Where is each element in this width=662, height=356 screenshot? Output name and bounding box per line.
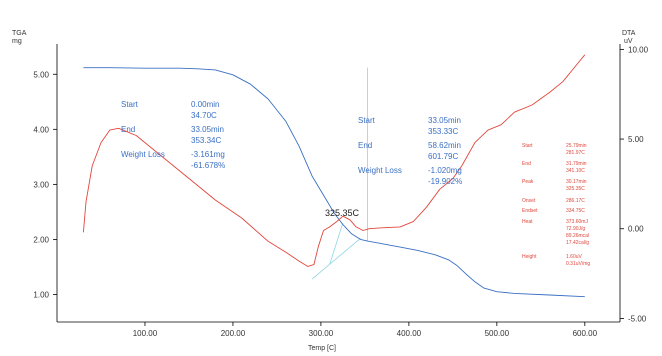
step1-start-label: Start	[121, 100, 139, 109]
dta-peak-temp: 325.35C	[566, 186, 585, 192]
dta-heat-calg: 17.42cal/g	[566, 240, 589, 246]
dta-heat-mj: 373.60mJ	[566, 219, 588, 225]
right-tick-label: -5.00	[628, 314, 647, 323]
dta-onset-label: Onset	[522, 198, 536, 204]
left-tick-label: 5.00	[33, 70, 49, 79]
dta-end-time: 31.79min	[566, 161, 587, 167]
step2-start-label: Start	[358, 116, 376, 125]
right-axis-title-line1: DTA	[622, 30, 636, 37]
left-axis-title-line1: TGA	[12, 30, 27, 37]
step2-loss-pct: -19.902%	[428, 177, 462, 186]
marker-line	[311, 238, 361, 280]
series-lines	[82, 54, 586, 298]
step2-end-time: 58.62min	[428, 141, 461, 150]
step1-loss-mg: -3.161mg	[191, 150, 225, 159]
axis-ticks: 100.00 200.00 300.00 400.00 500.00 600.00 1.00…	[33, 45, 648, 338]
left-tick-label: 1.00	[33, 290, 49, 299]
dta-height-uv: 1.60uV	[566, 254, 583, 260]
right-axis-title-line2: uV	[624, 38, 633, 45]
plot-frame	[56, 44, 621, 323]
marker-lines	[311, 67, 368, 280]
x-tick-label: 500.00	[485, 329, 510, 338]
step2-loss-label: Weight Loss	[358, 166, 402, 175]
right-tick-label: 5.00	[628, 135, 644, 144]
dta-peak-time: 30.17min	[566, 179, 587, 185]
step1-end-temp: 353.34C	[191, 136, 221, 145]
x-tick-label: 300.00	[309, 329, 334, 338]
dta-heat-mcal: 89.26mcal	[566, 233, 589, 239]
dta-start-label: Start	[522, 143, 533, 149]
dta-signal-line	[82, 54, 586, 267]
dta-heat-label: Heat	[522, 219, 533, 225]
dta-end-temp: 341.10C	[566, 168, 585, 174]
dta-end-label: End	[522, 161, 531, 167]
step1-start-temp: 34.70C	[191, 111, 217, 120]
dta-endset-temp: 334.75C	[566, 208, 585, 214]
step1-loss-label: Weight Loss	[121, 150, 165, 159]
dta-height-label: Height	[522, 254, 537, 260]
step1-end-time: 33.05min	[191, 125, 224, 134]
dta-onset-temp: 286.17C	[566, 198, 585, 204]
right-tick-label: 10.00	[628, 45, 649, 54]
tga-weight-line	[83, 67, 585, 298]
dta-peak-label: Peak	[522, 179, 534, 185]
dta-height-uvmg: 0.31uV/mg	[566, 261, 590, 267]
x-tick-label: 600.00	[573, 329, 598, 338]
x-tick-label: 400.00	[397, 329, 422, 338]
marker-line	[329, 222, 344, 265]
step2-end-temp: 601.79C	[428, 152, 458, 161]
tga-step1-annotation: Start 0.00min 34.70C End 33.05min 353.34…	[121, 100, 225, 170]
axis-titles: TGA mg DTA uV Temp [C]	[12, 30, 636, 352]
x-tick-label: 100.00	[133, 329, 158, 338]
dta-start-time: 25.79min	[566, 143, 587, 149]
left-tick-label: 4.00	[33, 125, 49, 134]
step2-start-temp: 353.33C	[428, 127, 458, 136]
dta-heat-jg: 72.90J/g	[566, 226, 585, 232]
step1-loss-pct: -61.678%	[191, 161, 225, 170]
left-axis-title-line2: mg	[12, 38, 22, 45]
peak-temperature-label: 325.35C	[325, 208, 360, 218]
dta-peak-annotation: Start 25.79min 281.97C End 31.79min 341.…	[522, 143, 590, 267]
right-tick-label: 0.00	[628, 225, 644, 234]
step2-end-label: End	[358, 141, 372, 150]
x-tick-label: 200.00	[221, 329, 246, 338]
dta-start-temp: 281.97C	[566, 150, 585, 156]
step1-start-time: 0.00min	[191, 100, 219, 109]
step1-end-label: End	[121, 125, 135, 134]
step2-loss-mg: -1.020mg	[428, 166, 462, 175]
step2-start-time: 33.05min	[428, 116, 461, 125]
dta-endset-label: Endset	[522, 208, 538, 214]
x-axis-title: Temp [C]	[308, 345, 336, 352]
left-tick-label: 2.00	[33, 235, 49, 244]
tga-step2-annotation: Start 33.05min 353.33C End 58.62min 601.…	[358, 116, 462, 186]
left-tick-label: 3.00	[33, 180, 49, 189]
